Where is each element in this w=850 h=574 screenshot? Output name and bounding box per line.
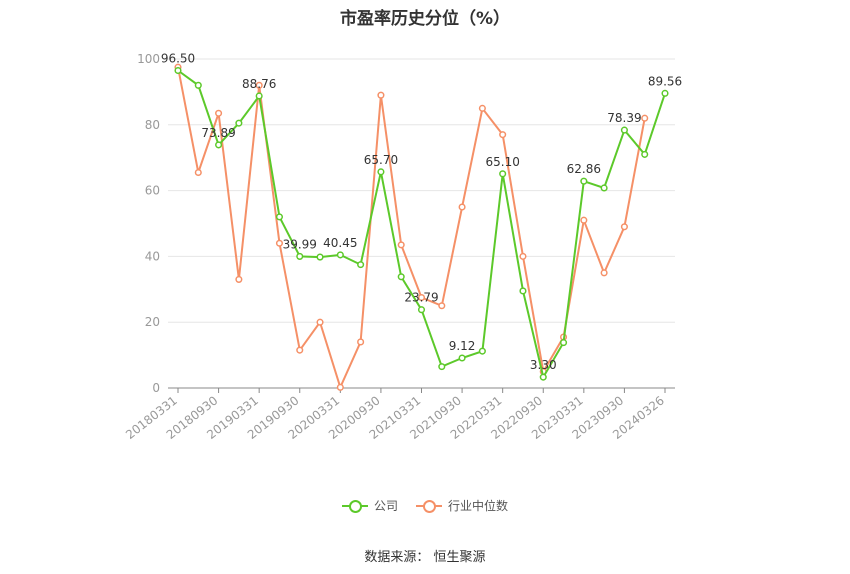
data-point-company: [438, 363, 446, 371]
chart-title: 市盈率历史分位（%）: [339, 9, 511, 29]
data-point-industry: [377, 91, 385, 99]
data-label: 78.39: [607, 111, 641, 125]
data-label: 39.99: [283, 237, 317, 251]
data-point-industry: [417, 293, 426, 302]
data-point-company: [275, 213, 284, 221]
legend-company-label: 公司: [373, 499, 398, 513]
data-label: 40.45: [323, 236, 357, 250]
data-point-company: [600, 184, 608, 192]
data-point-industry: [194, 168, 202, 177]
data-label: 62.86: [567, 162, 601, 176]
legend-industry-label: 行业中位数: [448, 499, 509, 513]
data-point-industry: [316, 318, 324, 326]
data-point-industry: [499, 131, 507, 139]
data-point-company: [499, 170, 507, 178]
data-point-company: [580, 177, 588, 185]
y-tick-label: 60: [145, 184, 160, 198]
data-point-industry: [397, 241, 405, 249]
data-point-company: [255, 92, 263, 100]
data-point-company: [458, 354, 466, 362]
data-point-company: [194, 81, 202, 89]
data-point-industry: [357, 338, 365, 346]
data-point-industry: [336, 383, 344, 391]
y-tick-label: 40: [145, 249, 160, 263]
data-point-industry: [458, 203, 466, 211]
data-point-industry: [478, 104, 486, 112]
data-point-industry: [620, 223, 628, 231]
data-label: 23.79: [404, 291, 438, 305]
data-point-industry: [641, 114, 649, 122]
data-point-company: [296, 252, 304, 260]
series-line-company: [177, 69, 666, 380]
data-point-industry: [438, 302, 446, 310]
data-label: 65.70: [364, 153, 398, 167]
data-label: 65.10: [485, 155, 519, 169]
data-point-company: [357, 261, 365, 269]
data-point-company: [235, 119, 243, 127]
data-point-company: [620, 126, 628, 134]
y-tick-label: 0: [152, 381, 160, 395]
data-point-company: [174, 66, 182, 75]
data-point-company: [641, 150, 649, 158]
data-point-company: [661, 89, 669, 97]
data-label: 96.50: [161, 52, 195, 66]
legend-item-industry[interactable]: 行业中位数: [416, 497, 508, 514]
data-label: 89.56: [648, 74, 682, 88]
data-label: 73.89: [201, 126, 235, 140]
chart-legend: 公司 行业中位数: [0, 497, 850, 514]
data-point-company: [559, 339, 568, 347]
y-tick-label: 80: [145, 118, 160, 132]
series-line-industry: [177, 67, 646, 391]
data-point-industry: [275, 239, 284, 247]
data-point-company: [417, 306, 426, 314]
data-point-industry: [600, 269, 608, 277]
legend-industry-swatch-icon: [416, 499, 442, 513]
data-point-company: [336, 251, 344, 259]
legend-company-swatch-icon: [341, 499, 368, 513]
data-point-industry: [235, 275, 243, 283]
data-point-industry: [255, 81, 263, 89]
data-point-company: [539, 373, 547, 381]
data-point-company: [478, 347, 486, 355]
data-label: 9.12: [449, 339, 476, 353]
legend-item-company[interactable]: 公司: [341, 497, 398, 514]
data-point-company: [397, 273, 405, 281]
data-label: 3.30: [530, 358, 557, 372]
data-point-industry: [580, 216, 588, 224]
data-point-industry: [296, 346, 304, 354]
data-source: 数据来源： 恒生聚源: [364, 550, 486, 565]
data-point-company: [215, 141, 223, 149]
data-point-company: [377, 168, 385, 176]
data-point-company: [519, 287, 527, 295]
data-label: 88.76: [242, 77, 276, 91]
data-point-company: [316, 253, 324, 261]
y-tick-label: 100: [137, 52, 160, 66]
data-point-industry: [519, 252, 527, 260]
y-tick-label: 20: [145, 315, 160, 329]
data-point-industry: [215, 109, 223, 117]
